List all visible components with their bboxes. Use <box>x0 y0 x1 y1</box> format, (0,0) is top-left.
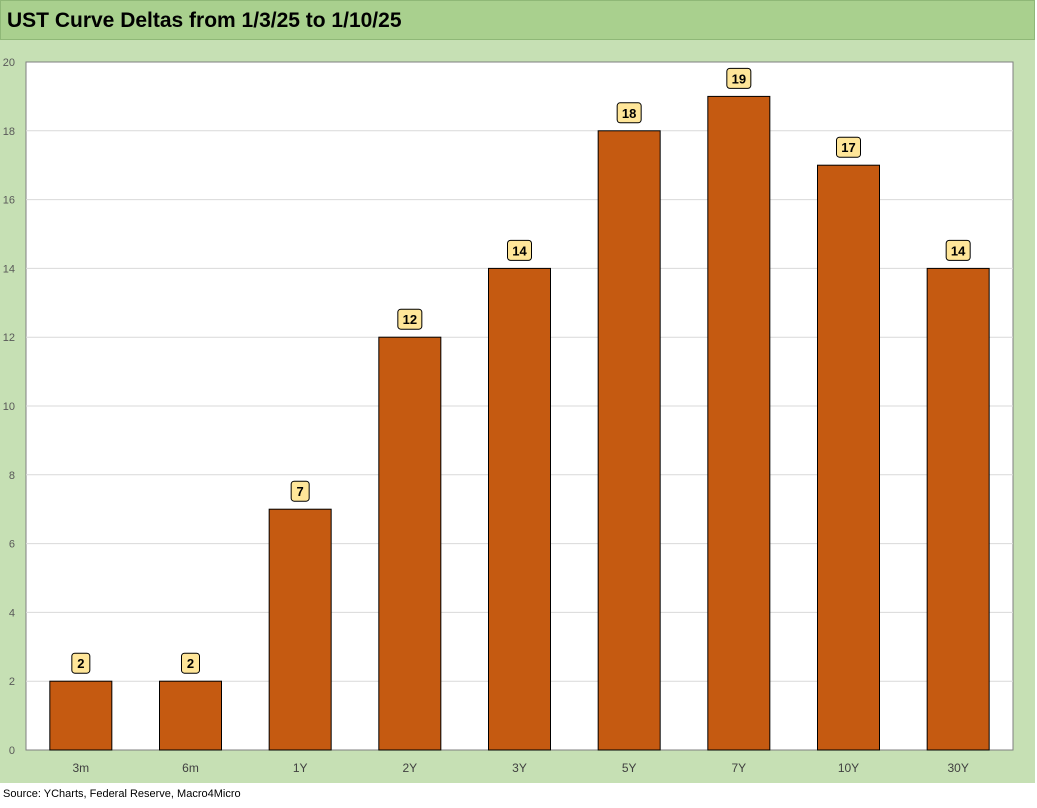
data-label: 12 <box>403 312 417 327</box>
x-tick-label: 7Y <box>731 761 746 775</box>
data-label-box <box>726 67 752 89</box>
source-note: Source: YCharts, Federal Reserve, Macro4… <box>3 788 241 800</box>
y-tick-label: 12 <box>3 332 15 344</box>
y-tick-label: 6 <box>9 539 15 551</box>
y-tick-label: 2 <box>9 676 15 688</box>
y-tick-label: 16 <box>3 195 15 207</box>
x-tick-label: 1Y <box>293 761 308 775</box>
data-label: 2 <box>187 656 194 671</box>
y-axis-ticks: 0 2 4 6 8 10 12 14 16 18 20 <box>3 57 15 757</box>
data-label-box <box>71 652 91 674</box>
data-label-box <box>507 239 532 261</box>
data-label-box <box>945 239 971 261</box>
x-tick-label: 6m <box>182 761 199 775</box>
data-label-box <box>397 308 423 330</box>
y-tick-label: 10 <box>3 401 15 413</box>
y-tick-label: 0 <box>9 745 15 757</box>
bar-5y <box>597 130 661 751</box>
bar-3m <box>49 680 113 751</box>
bar-30y <box>926 267 990 751</box>
bar-10y <box>817 164 880 751</box>
y-tick-label: 4 <box>9 607 15 619</box>
x-tick-label: 3m <box>72 761 89 775</box>
data-label: 2 <box>77 656 84 671</box>
data-label: 19 <box>732 71 746 86</box>
bar-2y <box>378 336 442 751</box>
y-tick-label: 14 <box>3 263 15 275</box>
bars <box>49 95 990 751</box>
chart-title: UST Curve Deltas from 1/3/25 to 1/10/25 <box>7 9 402 32</box>
x-tick-label: 2Y <box>402 761 417 775</box>
data-label-box <box>290 480 310 502</box>
data-label-box <box>616 102 642 124</box>
bar-7y <box>707 95 771 751</box>
data-label-box <box>181 652 200 674</box>
x-tick-label: 30Y <box>947 761 968 775</box>
data-label: 14 <box>512 243 527 258</box>
data-label: 14 <box>951 243 966 258</box>
x-tick-label: 5Y <box>622 761 637 775</box>
data-label: 17 <box>841 140 855 155</box>
x-tick-label: 3Y <box>512 761 527 775</box>
y-tick-label: 18 <box>3 126 15 138</box>
x-tick-label: 10Y <box>838 761 859 775</box>
data-label: 18 <box>622 106 636 121</box>
x-axis-ticks: 3m 6m 1Y 2Y 3Y 5Y 7Y 10Y 30Y <box>72 761 968 775</box>
data-labels: 2 2 7 12 14 18 19 17 14 <box>71 67 971 674</box>
bar-3y <box>488 267 551 751</box>
y-tick-label: 8 <box>9 470 15 482</box>
data-label: 7 <box>297 484 304 499</box>
bar-1y <box>268 508 332 751</box>
data-label-box <box>836 136 861 158</box>
title-bar: UST Curve Deltas from 1/3/25 to 1/10/25 <box>0 0 1035 40</box>
y-tick-label: 20 <box>3 57 15 69</box>
bar-chart: 0 2 4 6 8 10 12 14 16 18 20 3m 6m 1Y 2Y 3Y 5Y 7Y 10Y 30Y 2… <box>3 57 1014 775</box>
bar-6m <box>159 680 222 751</box>
